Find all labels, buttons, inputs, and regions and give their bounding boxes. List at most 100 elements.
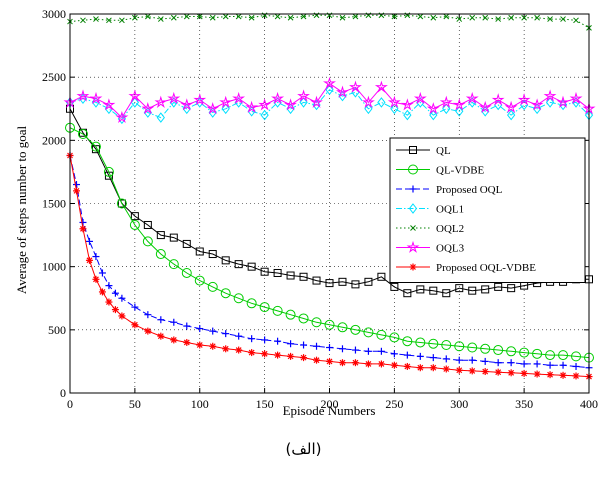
data-point [364,360,372,368]
x-tick-label: 50 [129,397,141,411]
data-point [194,275,205,286]
data-point [235,332,243,340]
data-point [455,366,463,374]
data-point [390,282,399,291]
data-point [154,95,168,108]
data-point [417,13,424,20]
data-point [377,347,385,355]
data-point [410,225,416,231]
data-point [274,351,282,359]
data-point [556,95,570,108]
data-point [111,289,119,297]
data-point [222,345,230,353]
data-point [482,14,489,21]
x-tick-label: 300 [450,397,468,411]
data-point [336,85,349,98]
data-point [389,332,400,343]
data-point [287,340,295,348]
data-point [377,272,386,281]
data-point [455,284,464,293]
legend-entry: QL [396,145,451,157]
data-point [481,368,489,376]
data-point [141,102,155,115]
data-point [403,109,412,121]
data-point [409,146,417,154]
data-point [221,103,230,115]
data-point [157,332,165,340]
data-point [208,250,217,259]
legend-box [389,137,586,283]
data-point [403,351,411,359]
data-point [80,17,86,24]
data-point [155,249,166,260]
data-point [377,97,386,108]
legend-entry: OQL2 [396,223,464,235]
data-point [507,109,516,121]
tick-labels: 0 50 100 150 200 250 300 350 400 0 500 1000 1500 2000… [42,7,598,411]
data-point [271,91,285,105]
data-point [105,298,113,306]
data-point [416,285,425,294]
data-point [350,324,361,335]
data-point [183,322,191,330]
data-point [313,356,321,364]
data-point [454,341,465,352]
data-point [300,13,307,20]
data-point [560,16,566,22]
x-tick-label: 400 [580,397,598,411]
data-point [219,95,233,108]
data-point [406,240,420,253]
data-point [493,345,504,356]
data-point [547,16,553,22]
data-point [248,14,255,21]
data-point [504,100,518,113]
y-tick-label: 1000 [42,260,66,274]
data-point [207,281,218,292]
data-point [103,166,114,177]
y-axis-label: Average of steps number to goal [14,125,29,294]
data-point [273,268,282,277]
data-point [79,225,87,233]
data-point [390,350,398,358]
legend-label: QL [436,145,451,157]
data-point [456,16,463,22]
data-point [442,355,450,363]
data-point [170,14,177,21]
data-point [272,305,283,316]
data-point [517,93,531,106]
data-point [323,76,336,89]
data-point [408,203,418,214]
data-point [390,103,399,115]
data-point [409,185,417,193]
data-point [506,346,517,357]
data-point [325,84,334,96]
data-point [246,298,257,309]
data-point [481,285,490,294]
data-point [351,346,359,354]
data-point [115,110,129,123]
data-point [196,13,203,20]
data-point [118,312,126,320]
data-point [130,212,139,221]
data-point [403,289,412,298]
data-point [311,317,322,328]
data-point [234,260,243,269]
series-proposed-oql [66,151,593,372]
legend-entry: Proposed OQL-VDBE [396,262,536,274]
data-point [168,259,179,270]
data-point [233,293,244,304]
data-point [543,89,557,102]
data-point [312,276,321,285]
data-point [376,329,387,340]
data-point [156,112,165,123]
data-point [235,346,243,354]
data-point [206,102,220,115]
series-ql-vdbe [65,122,594,363]
data-point [441,339,452,350]
y-tick-label: 1500 [42,197,66,211]
data-point [209,327,217,335]
y-tick-label: 2000 [42,133,66,147]
data-point [469,14,476,21]
data-point [387,95,401,108]
data-point [247,262,256,271]
